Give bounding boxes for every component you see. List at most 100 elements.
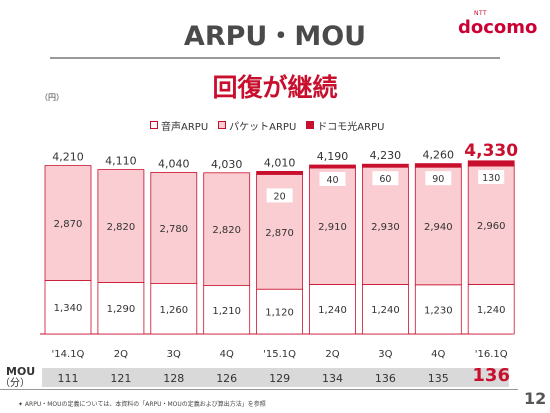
hikari-value-label: 20 bbox=[274, 191, 286, 202]
page-title: ARPU・MOU bbox=[183, 21, 367, 52]
legend-item-packet: パケットARPU bbox=[218, 118, 296, 133]
legend-label-packet: パケットARPU bbox=[229, 121, 297, 133]
category-tick-label: 3Q bbox=[167, 349, 181, 360]
mou-value: 136 bbox=[374, 372, 396, 385]
voice-value-label: 1,230 bbox=[424, 305, 453, 316]
packet-value-label: 2,870 bbox=[265, 228, 294, 239]
bar-hikari-segment bbox=[309, 164, 356, 169]
total-value-label: 4,010 bbox=[264, 156, 296, 169]
bar-voice-segment bbox=[150, 283, 198, 335]
voice-value-label: 1,240 bbox=[477, 305, 506, 316]
chart-legend: 音声ARPU パケットARPU ドコモ光ARPU bbox=[150, 118, 394, 133]
voice-value-label: 1,120 bbox=[265, 308, 294, 319]
mou-value: 134 bbox=[322, 372, 343, 385]
voice-value-label: 1,240 bbox=[371, 305, 400, 316]
packet-value-label: 2,820 bbox=[212, 225, 241, 236]
total-value-label: 4,040 bbox=[158, 157, 190, 170]
hikari-value-label: 90 bbox=[432, 174, 444, 185]
mou-value: 121 bbox=[110, 372, 132, 385]
mou-value: 128 bbox=[163, 372, 185, 385]
mou-row-background bbox=[42, 368, 509, 387]
total-value-label: 4,260 bbox=[423, 149, 455, 162]
hikari-label-box bbox=[478, 170, 505, 184]
unit-label: （円） bbox=[40, 93, 64, 102]
packet-value-label: 2,930 bbox=[371, 222, 400, 233]
bar-packet-segment bbox=[203, 172, 251, 287]
voice-value-label: 1,210 bbox=[212, 306, 241, 317]
footer-divider bbox=[0, 389, 518, 390]
mou-label: MOU bbox=[6, 365, 36, 378]
total-value-label: 4,030 bbox=[211, 158, 243, 171]
total-value-label: 4,210 bbox=[52, 151, 84, 164]
docomo-logo: docomo bbox=[458, 17, 538, 38]
hikari-label-box bbox=[372, 171, 399, 186]
hikari-label-box bbox=[319, 172, 346, 186]
bar-voice-segment bbox=[256, 288, 304, 335]
packet-value-label: 2,940 bbox=[424, 222, 453, 233]
page-number: 12 bbox=[524, 389, 547, 408]
total-value-label: 4,230 bbox=[370, 149, 402, 162]
bar-packet-segment bbox=[361, 166, 409, 285]
legend-item-hikari: ドコモ光ARPU bbox=[306, 118, 384, 133]
mou-value: 129 bbox=[269, 372, 291, 385]
total-value-label: 4,190 bbox=[317, 150, 349, 163]
voice-value-label: 1,290 bbox=[107, 304, 136, 315]
hikari-value-label: 60 bbox=[379, 174, 391, 185]
mou-value: 136 bbox=[472, 365, 510, 386]
mou-value: 126 bbox=[216, 372, 238, 385]
packet-value-label: 2,820 bbox=[107, 222, 136, 233]
mou-value: 111 bbox=[57, 372, 79, 385]
hikari-value-label: 130 bbox=[482, 173, 500, 184]
title-divider bbox=[50, 57, 500, 59]
bar-voice-segment bbox=[203, 285, 251, 335]
legend-swatch-voice bbox=[150, 121, 158, 129]
bar-voice-segment bbox=[44, 279, 92, 335]
category-tick-label: 4Q bbox=[431, 349, 445, 360]
category-tick-label: 3Q bbox=[378, 349, 392, 360]
bar-hikari-segment bbox=[467, 160, 515, 167]
total-value-label: 4,330 bbox=[464, 141, 518, 161]
bar-packet-segment bbox=[309, 167, 356, 285]
legend-item-voice: 音声ARPU bbox=[150, 118, 208, 133]
bar-hikari-segment bbox=[256, 170, 304, 175]
voice-value-label: 1,260 bbox=[159, 305, 188, 316]
bar-packet-segment bbox=[414, 166, 462, 286]
category-tick-label: 2Q bbox=[114, 349, 128, 360]
bar-packet-segment bbox=[97, 169, 145, 283]
packet-value-label: 2,960 bbox=[477, 221, 506, 232]
category-tick-label: '16.1Q bbox=[475, 349, 508, 360]
hikari-value-label: 40 bbox=[326, 175, 338, 186]
bar-packet-segment bbox=[467, 165, 515, 285]
bar-voice-segment bbox=[309, 283, 356, 335]
hikari-label-box bbox=[425, 171, 452, 186]
bar-voice-segment bbox=[414, 284, 462, 335]
bar-hikari-segment bbox=[414, 163, 462, 168]
legend-swatch-hikari bbox=[306, 121, 315, 129]
bar-packet-segment bbox=[150, 171, 198, 284]
bar-voice-segment bbox=[97, 281, 145, 335]
bar-hikari-segment bbox=[361, 163, 409, 168]
mou-value: 135 bbox=[427, 372, 449, 385]
legend-swatch-packet bbox=[218, 121, 227, 129]
packet-value-label: 2,870 bbox=[54, 219, 83, 230]
category-tick-label: '14.1Q bbox=[52, 349, 85, 360]
voice-value-label: 1,240 bbox=[318, 305, 347, 316]
category-tick-label: '15.1Q bbox=[263, 349, 296, 360]
bar-packet-segment bbox=[44, 165, 92, 281]
hikari-label-box bbox=[266, 188, 293, 203]
packet-value-label: 2,910 bbox=[318, 222, 347, 233]
voice-value-label: 1,340 bbox=[54, 303, 83, 314]
packet-value-label: 2,780 bbox=[159, 224, 188, 235]
legend-label-voice: 音声ARPU bbox=[161, 121, 209, 133]
total-value-label: 4,110 bbox=[105, 155, 137, 168]
footnote: ✦ ARPU・MOUの定義については、本資料の「ARPU・MOUの定義および算出… bbox=[18, 401, 266, 408]
category-tick-label: 2Q bbox=[325, 349, 339, 360]
legend-label-hikari: ドコモ光ARPU bbox=[317, 121, 385, 133]
category-tick-label: 4Q bbox=[220, 349, 234, 360]
headline: 回復が継続 bbox=[212, 73, 338, 102]
header: ARPU・MOU NTT docomo bbox=[0, 0, 550, 60]
bar-voice-segment bbox=[361, 283, 409, 335]
ntt-logo-text: NTT bbox=[474, 10, 488, 17]
bar-voice-segment bbox=[467, 283, 515, 335]
